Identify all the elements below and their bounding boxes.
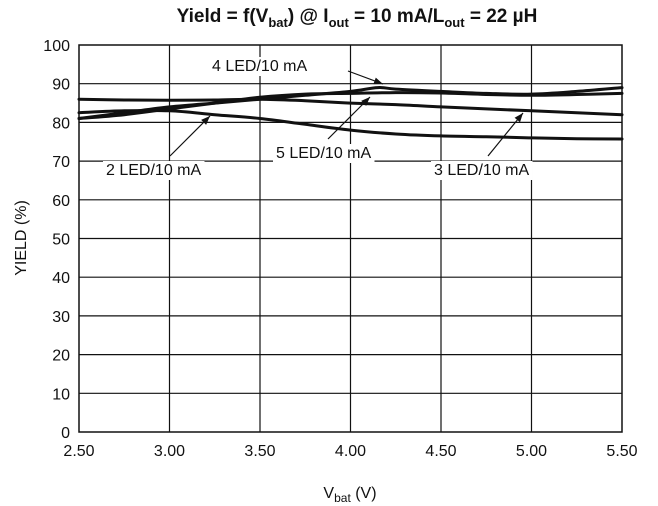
y-tick-label: 10 xyxy=(52,386,70,403)
grid-lines xyxy=(79,45,622,432)
series-annotations: 4 LED/10 mA 2 LED/10 mA 5 LED/10 mA 3 LED/1… xyxy=(103,57,533,180)
y-tick-label: 70 xyxy=(52,154,70,171)
annotation-label-4-led-10-ma: 4 LED/10 mA xyxy=(212,58,307,75)
annotation-label-2-led-10-ma: 2 LED/10 mA xyxy=(106,162,201,179)
y-tick-label: 0 xyxy=(61,425,70,442)
y-tick-label: 100 xyxy=(43,38,70,55)
series-line-2-led-10-ma xyxy=(77,108,624,141)
y-tick-label: 40 xyxy=(52,270,70,287)
annotation-arrowhead-4-led-10-ma xyxy=(373,77,383,85)
x-tick-label: 3.00 xyxy=(154,443,185,460)
annotation-leader-2-led-10-ma xyxy=(169,115,211,157)
annotation-background-3-led-10-ma xyxy=(431,161,533,180)
y-tick-label: 60 xyxy=(52,193,70,210)
annotation-arrowhead-2-led-10-ma xyxy=(201,116,210,125)
x-tick-label: 3.50 xyxy=(244,443,275,460)
annotation-label-5-led-10-ma: 5 LED/10 mA xyxy=(276,145,371,162)
tick-labels: 0 10 20 30 40 50 60 70 80 90 100 2.50 3.00 3.50 4.00 4.… xyxy=(43,38,637,460)
x-tick-label: 4.00 xyxy=(335,443,366,460)
series-line-5-led-10-ma xyxy=(77,91,624,120)
chart-title: Yield = f(Vbat) @ Iout = 10 mA/Lout = 22… xyxy=(177,6,538,30)
plot-frame xyxy=(78,44,623,433)
annotation-background-5-led-10-ma xyxy=(273,144,375,163)
y-tick-label: 20 xyxy=(52,348,70,365)
x-tick-label: 5.00 xyxy=(516,443,547,460)
y-tick-label: 50 xyxy=(52,232,70,249)
y-tick-label: 90 xyxy=(52,77,70,94)
series-line-3-led-10-ma xyxy=(77,97,624,117)
series-lines xyxy=(77,86,624,141)
x-tick-label: 4.50 xyxy=(425,443,456,460)
y-tick-label: 80 xyxy=(52,115,70,132)
annotation-arrowhead-5-led-10-ma xyxy=(361,97,370,106)
x-axis-title: Vbat (V) xyxy=(323,485,376,505)
y-axis-title: YIELD (%) xyxy=(13,200,30,276)
x-tick-label: 5.50 xyxy=(606,443,637,460)
y-tick-label: 30 xyxy=(52,309,70,326)
x-tick-label: 2.50 xyxy=(63,443,94,460)
annotation-background-2-led-10-ma xyxy=(103,161,205,180)
annotation-leader-5-led-10-ma xyxy=(327,96,371,140)
annotation-background-4-led-10-ma xyxy=(209,57,311,76)
annotation-arrowhead-3-led-10-ma xyxy=(514,113,523,123)
annotation-label-3-led-10-ma: 3 LED/10 mA xyxy=(434,162,529,179)
annotation-leader-3-led-10-ma xyxy=(487,112,524,157)
